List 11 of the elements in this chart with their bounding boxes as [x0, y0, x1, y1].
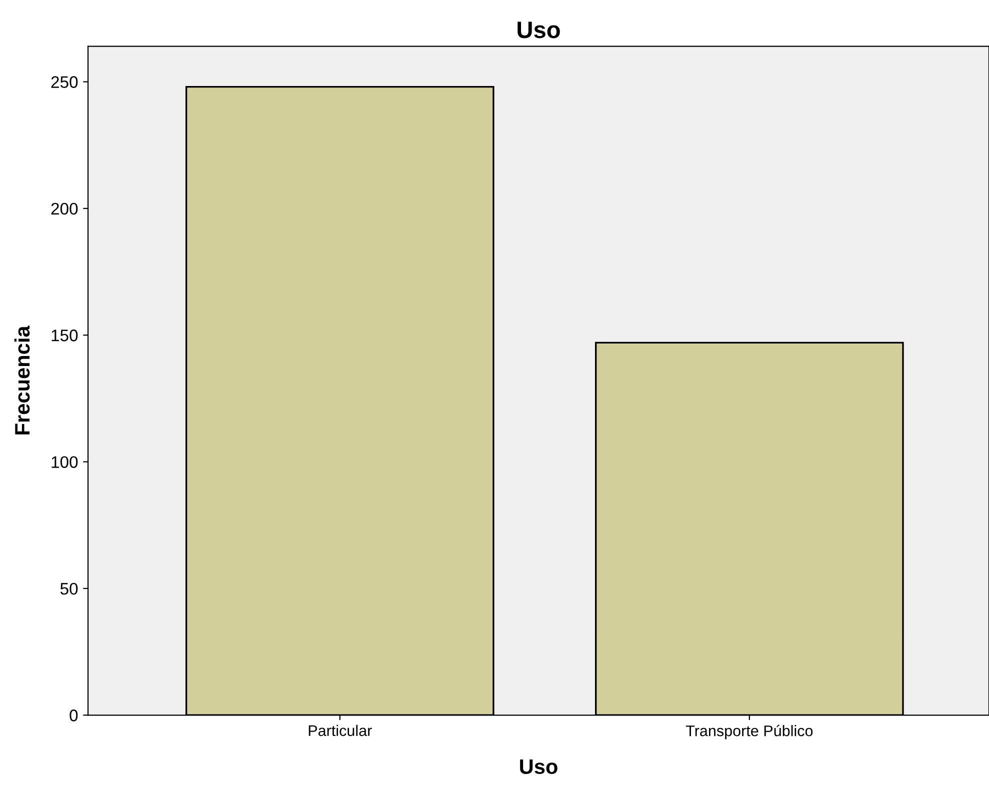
y-tick-label: 250: [51, 76, 78, 88]
x-tick-label: Particular: [308, 724, 372, 736]
y-tick-label: 100: [52, 456, 78, 468]
chart-title: Uso: [518, 22, 560, 38]
y-tick-label: 0: [70, 710, 78, 722]
y-axis-title: Frecuencia: [14, 326, 30, 434]
y-tick-label: 200: [51, 202, 78, 215]
x-axis-title: Uso: [520, 759, 558, 774]
y-tick-label: 50: [60, 582, 78, 595]
y-tick-label: 150: [52, 330, 78, 342]
x-tick-label: Transporte Público: [686, 724, 813, 740]
